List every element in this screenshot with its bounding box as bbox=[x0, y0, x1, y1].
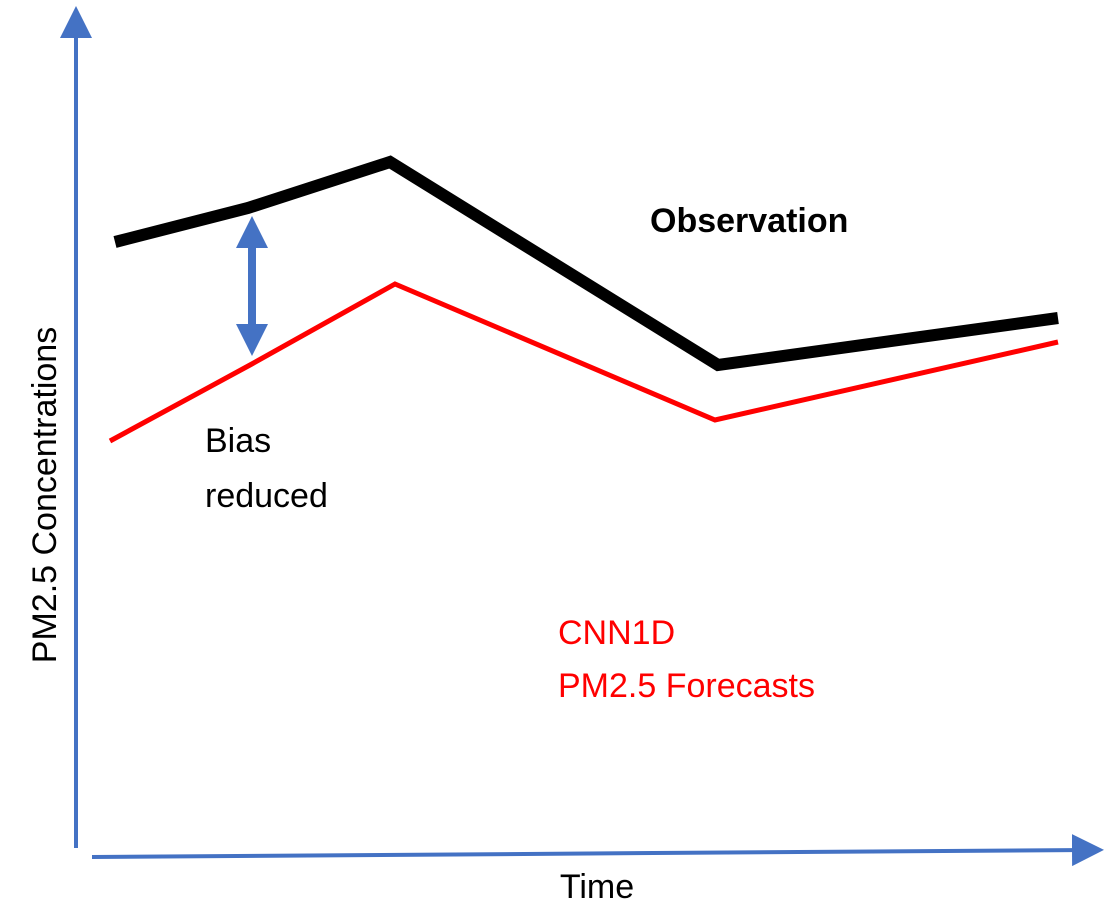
observation-line bbox=[113, 155, 1059, 372]
bias-label: reduced bbox=[205, 477, 328, 515]
forecast-label: CNN1D bbox=[558, 614, 675, 652]
y-axis-label: PM2.5 Concentrations bbox=[26, 327, 64, 663]
x-axis bbox=[91, 834, 1104, 867]
observation-label: Observation bbox=[650, 202, 848, 240]
forecast-line bbox=[108, 281, 1059, 444]
x-axis-label: Time bbox=[560, 868, 634, 906]
bias-label: Bias bbox=[205, 422, 271, 460]
forecast-label: PM2.5 Forecasts bbox=[558, 667, 815, 705]
